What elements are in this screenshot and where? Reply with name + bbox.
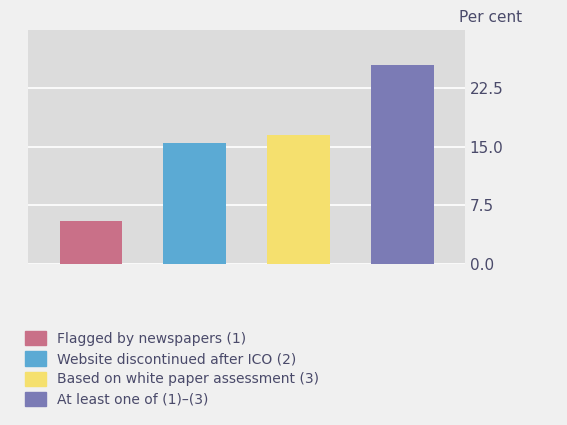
Y-axis label: Per cent: Per cent xyxy=(459,10,522,25)
Bar xyxy=(371,65,434,264)
Bar xyxy=(163,143,226,264)
Legend: Flagged by newspapers (1), Website discontinued after ICO (2), Based on white pa: Flagged by newspapers (1), Website disco… xyxy=(18,324,326,414)
Bar xyxy=(60,221,122,264)
Bar xyxy=(268,135,330,264)
